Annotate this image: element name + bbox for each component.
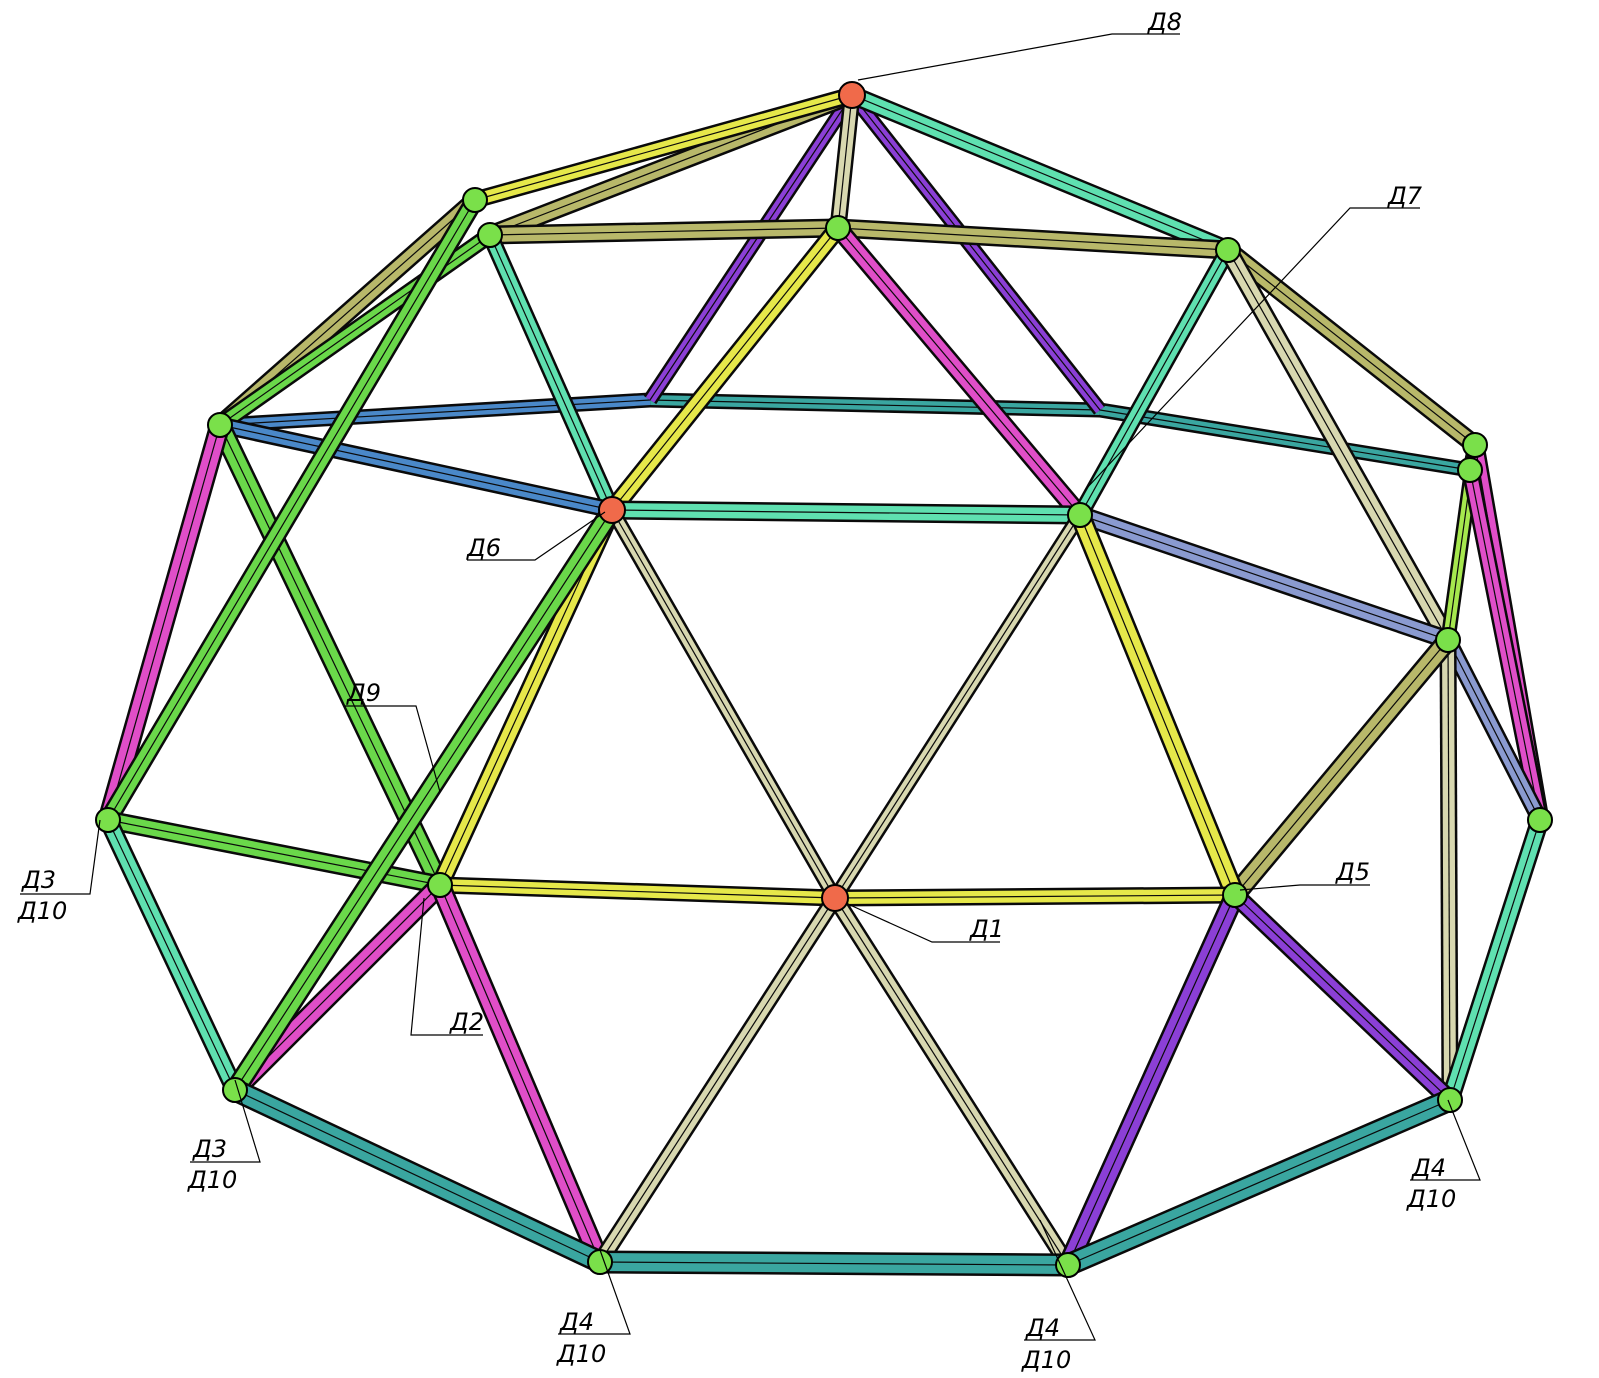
strut-edge-t2-m1	[611, 227, 839, 511]
hub-l2	[222, 1077, 248, 1103]
strut-edge-t2-t3	[837, 227, 1229, 251]
hub-c	[821, 884, 849, 912]
callout-d3-d10-bottom-left: Д3 Д10	[187, 1079, 261, 1194]
label-d8: Д8	[1147, 8, 1182, 36]
strut-edge-ul-b1	[219, 424, 441, 886]
strut-edge-m1-c	[611, 509, 836, 899]
label-d9: Д9	[346, 679, 381, 707]
callout-d8: Д8	[857, 8, 1182, 81]
label-d7: Д7	[1387, 182, 1423, 210]
hub-tr	[1462, 432, 1488, 458]
strut-edge-top-t2	[837, 94, 853, 229]
hub-t3	[1215, 237, 1241, 263]
strut-edge-t1-t2	[489, 227, 839, 236]
strut-edge-m3-b2	[1234, 639, 1449, 896]
strut-edge-bk2-bk1	[649, 399, 1101, 411]
strut-edge-t2-m2	[837, 227, 1081, 516]
strut-edge-tl-top	[474, 94, 853, 201]
strut-edge-t3-tr	[1227, 249, 1476, 446]
hub-l5	[1437, 1087, 1463, 1113]
callout-d4-d10-a: Д4 Д10	[556, 1249, 631, 1368]
hub-m2	[1067, 502, 1093, 528]
label-d1: Д1	[969, 915, 1004, 943]
strut-edge-b1-l3	[439, 884, 601, 1263]
hub-top	[838, 81, 866, 109]
hubs-layer	[95, 81, 1553, 1278]
strut-edge-top-bk2	[649, 94, 853, 401]
hub-t1	[477, 222, 503, 248]
label-d2: Д2	[449, 1008, 484, 1036]
callout-d3-d10-left: Д3 Д10	[17, 819, 101, 925]
strut-edge-ul-m1	[219, 424, 613, 511]
hub-ul	[207, 412, 233, 438]
strut-edge-l3-l4	[599, 1261, 1069, 1266]
strut-edge-m3-r1	[1447, 639, 1541, 821]
label-d10-bottom-left: Д10	[187, 1166, 237, 1194]
strut-edge-c-l3	[599, 897, 836, 1263]
callout-d7: Д7	[1084, 182, 1423, 491]
callout-d9: Д9	[345, 679, 441, 793]
callout-d5: Д5	[1239, 858, 1370, 891]
strut-edge-t1-m1	[489, 234, 613, 511]
strut-edge-tl-l1	[107, 199, 476, 821]
label-d10-left: Д10	[17, 897, 67, 925]
strut-edge-ul-l1	[107, 424, 221, 821]
hub-m1	[598, 496, 626, 524]
strut-edge-m2-c	[834, 514, 1081, 899]
strut-edge-l4-l5	[1067, 1099, 1451, 1266]
strut-edge-m3-l5	[1447, 639, 1451, 1101]
hub-r2	[1457, 457, 1483, 483]
label-d10-right: Д10	[1406, 1185, 1456, 1213]
strut-edge-b1-c	[439, 884, 836, 899]
hub-t2	[825, 215, 851, 241]
struts-layer	[97, 86, 1550, 1277]
callout-d2: Д2	[410, 897, 484, 1036]
label-d4-right: Д4	[1411, 1154, 1446, 1182]
hub-l1	[95, 807, 121, 833]
callout-d1: Д1	[849, 904, 1004, 943]
callout-d6: Д6	[466, 511, 606, 562]
label-d3-bottom: Д3	[192, 1135, 227, 1163]
label-d6: Д6	[466, 534, 501, 562]
strut-edge-b2-l5	[1234, 894, 1451, 1101]
strut-edge-l1-l2	[107, 819, 236, 1091]
strut-edge-top-bk1	[851, 94, 1101, 411]
hub-l4	[1055, 1252, 1081, 1278]
strut-edge-c-l4	[834, 897, 1069, 1266]
strut-edge-ul-bk2	[219, 399, 651, 426]
strut-edge-bk1-r2	[1099, 409, 1471, 471]
strut-edge-l2-l3	[234, 1089, 601, 1263]
strut-edge-t3-m2	[1079, 249, 1229, 516]
label-d3-left: Д3	[21, 866, 56, 894]
strut-edge-b2-l4	[1067, 894, 1236, 1266]
callout-d4-d10-b: Д4 Д10	[1021, 1219, 1096, 1374]
hub-l3	[587, 1249, 613, 1275]
hub-b2	[1222, 882, 1248, 908]
strut-edge-m2-b2	[1079, 514, 1236, 896]
hub-tl	[462, 187, 488, 213]
strut-edge-m2-m3	[1079, 514, 1449, 641]
callout-d4-d10-right: Д4 Д10	[1406, 1099, 1481, 1213]
strut-edge-r2-r1	[1469, 469, 1541, 821]
label-d4-a: Д4	[559, 1308, 594, 1336]
hub-m3	[1435, 627, 1461, 653]
hub-r1	[1527, 807, 1553, 833]
hub-b1	[427, 872, 453, 898]
label-d10-b: Д10	[1021, 1346, 1071, 1374]
strut-edge-m1-m2	[611, 509, 1081, 516]
label-d4-b: Д4	[1025, 1314, 1060, 1342]
strut-edge-top-t3	[851, 94, 1229, 251]
strut-edge-t3-m3	[1227, 249, 1449, 641]
callouts: Д8 Д7 Д6 Д9 Д3 Д10	[17, 8, 1481, 1374]
label-d5: Д5	[1335, 858, 1370, 886]
strut-edge-r1-l5	[1449, 819, 1541, 1101]
strut-edge-c-b2	[834, 894, 1236, 899]
label-d10-a: Д10	[556, 1340, 606, 1368]
strut-edge-m1-l2	[234, 509, 613, 1091]
